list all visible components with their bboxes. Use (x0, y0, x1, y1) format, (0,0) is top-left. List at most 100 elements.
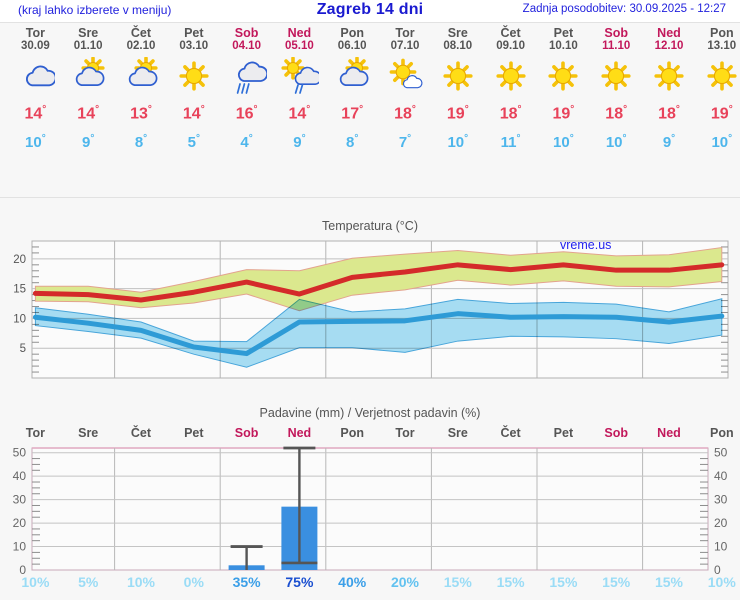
sunny-icon (707, 61, 737, 91)
day-date: 08.10 (443, 40, 473, 52)
location-hint: (kraj lahko izberete v meniju) (18, 3, 172, 17)
day-date: 03.10 (179, 40, 209, 52)
day-column[interactable]: Tor 30.09 14° 10° (9, 26, 62, 155)
day-column[interactable]: Čet 09.10 18° 11° (484, 26, 537, 155)
sunny-icon (495, 61, 526, 91)
temperature-min: 10° (605, 133, 627, 152)
weather-icon (537, 57, 590, 97)
svg-text:30: 30 (13, 493, 27, 507)
precip-day-label: Ned (657, 426, 681, 440)
day-column[interactable]: Pon 06.10 17° 8° (326, 26, 379, 155)
precip-day-label: Sob (234, 426, 259, 440)
daily-forecast-strip: Tor 30.09 14° 10° Sre 01.10 14° 9° Čet 02.10 13… (0, 26, 740, 194)
precipitation-chart-title: Padavine (mm) / Verjetnost padavin (%) (259, 406, 481, 420)
day-column[interactable]: Sre 08.10 19° 10° (431, 26, 484, 155)
temperature-min: 7° (398, 133, 412, 152)
temperature-max: 13° (130, 104, 152, 123)
partly-sunny-icon (128, 57, 158, 86)
temperature-max: 18° (394, 104, 416, 123)
header-divider (0, 22, 740, 23)
precip-day-label: Tor (395, 426, 415, 440)
page-title: Zagreb 14 dni (316, 1, 424, 18)
precip-day-label: Sre (447, 426, 468, 440)
day-date: 05.10 (285, 40, 314, 52)
day-name: Sob (604, 26, 628, 40)
weather-icon (643, 57, 696, 97)
page-header: (kraj lahko izberete v meniju) Zagreb 14… (0, 0, 740, 22)
day-column[interactable]: Tor 07.10 18° 7° (379, 26, 432, 155)
precip-day-label: Ned (287, 426, 312, 440)
precip-day-label: Pet (184, 426, 204, 440)
day-name: Čet (130, 26, 152, 40)
day-name: Pon (340, 26, 364, 40)
precip-probability: 75% (285, 574, 314, 590)
precip-probability: 15% (549, 574, 578, 590)
precip-probability: 10% (707, 574, 736, 590)
day-date: 11.10 (602, 40, 631, 52)
day-column[interactable]: Sre 01.10 14° 9° (62, 26, 115, 155)
weather-icon (431, 57, 484, 97)
temperature-max: 19° (710, 104, 733, 123)
day-name: Sre (447, 26, 468, 40)
temperature-min: 8° (346, 133, 359, 152)
sunny-icon (548, 61, 578, 91)
svg-text:10: 10 (13, 313, 26, 325)
day-column[interactable]: Sob 04.10 16° 4° (220, 26, 273, 155)
precip-probability: 35% (232, 574, 261, 590)
precip-day-label: Pon (709, 426, 734, 440)
day-name: Tor (25, 26, 45, 40)
cloudy-icon (26, 65, 56, 87)
temperature-min: 9° (82, 133, 95, 152)
svg-text:20: 20 (714, 516, 728, 530)
precip-probability: 10% (21, 574, 50, 590)
weather-icon (220, 57, 273, 97)
sunny-icon (443, 61, 473, 91)
day-name: Tor (395, 26, 415, 40)
day-name: Ned (287, 26, 312, 40)
svg-text:0: 0 (714, 563, 721, 577)
day-column[interactable]: Ned 12.10 18° 9° (643, 26, 696, 155)
day-name: Pet (184, 26, 204, 40)
sun-small-cloud-icon (389, 58, 423, 89)
temperature-min: 5° (187, 133, 200, 152)
precip-day-label: Čet (130, 426, 152, 440)
sunny-icon (179, 61, 209, 91)
temperature-min: 4° (240, 133, 253, 152)
precip-day-label: Sob (604, 426, 628, 440)
day-column[interactable]: Pet 10.10 19° 10° (537, 26, 590, 155)
day-column[interactable]: Ned 05.10 14° 9° (273, 26, 326, 155)
day-date: 10.10 (549, 40, 578, 52)
svg-text:0: 0 (19, 563, 26, 577)
precip-probability: 20% (390, 574, 419, 590)
day-name: Čet (500, 26, 521, 40)
temperature-chart-title: Temperatura (°C) (322, 219, 418, 233)
strip-divider (0, 197, 740, 198)
svg-text:50: 50 (714, 446, 728, 460)
temperature-max: 18° (605, 104, 628, 123)
rain-icon (236, 61, 267, 94)
temperature-max: 14° (24, 104, 47, 123)
day-column[interactable]: Sob 11.10 18° 10° (590, 26, 643, 155)
day-column[interactable]: Pet 03.10 14° 5° (167, 26, 220, 155)
temperature-min: 8° (134, 133, 148, 152)
sunny-icon (601, 61, 631, 91)
day-name: Pon (709, 26, 734, 40)
day-column[interactable]: Čet 02.10 13° 8° (115, 26, 168, 155)
temperature-min: 10° (553, 133, 574, 152)
precip-probability: 40% (338, 574, 367, 590)
watermark: vreme.us (560, 238, 612, 252)
day-column[interactable]: Pon 13.10 19° 10° (695, 26, 740, 155)
precip-probability: 15% (602, 574, 631, 590)
day-date: 07.10 (390, 40, 420, 52)
svg-text:20: 20 (13, 254, 26, 266)
svg-text:40: 40 (13, 469, 27, 483)
day-date: 02.10 (126, 40, 156, 52)
svg-text:30: 30 (714, 493, 728, 507)
svg-text:15: 15 (13, 284, 26, 296)
temperature-max: 18° (499, 104, 522, 123)
sunny-icon (654, 61, 684, 91)
temperature-min: 10° (447, 133, 469, 152)
day-date: 04.10 (232, 40, 261, 52)
last-updated: Zadnja posodobitev: 30.09.2025 - 12:27 (522, 3, 726, 15)
